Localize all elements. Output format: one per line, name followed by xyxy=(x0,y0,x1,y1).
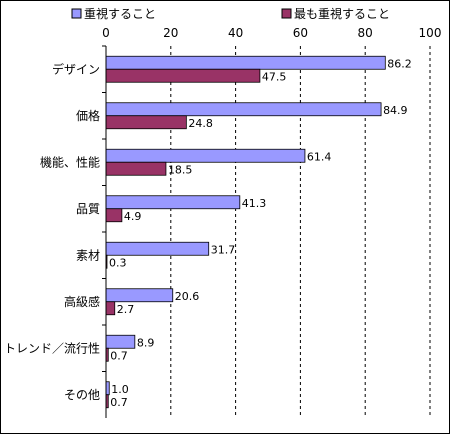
category-label: 高級感 xyxy=(64,294,100,309)
bars xyxy=(105,55,386,409)
bar-important xyxy=(105,148,306,163)
legend-swatch xyxy=(281,8,292,19)
x-tick-label: 100 xyxy=(419,26,442,40)
x-tick-labels: 0 20 40 60 80 100 xyxy=(102,26,441,40)
data-label: 2.7 xyxy=(117,303,135,316)
data-labels: 86.2 47.5 84.9 24.8 61.4 18.5 41.3 4.9 31.7 0.3 20… xyxy=(109,57,412,409)
category-label: 機能、性能 xyxy=(40,154,100,169)
data-label: 0.7 xyxy=(110,349,128,362)
bar-most-important xyxy=(105,208,123,223)
data-label: 0.7 xyxy=(110,396,128,409)
legend: 重視すること 最も重視すること xyxy=(71,6,390,21)
bar-most-important xyxy=(105,115,187,130)
data-label: 4.9 xyxy=(124,210,142,223)
x-tick-label: 80 xyxy=(358,26,373,40)
x-tick-label: 0 xyxy=(102,26,110,40)
x-tick-label: 20 xyxy=(163,26,178,40)
bar-important xyxy=(105,55,386,70)
data-label: 31.7 xyxy=(211,243,236,256)
x-tick-label: 40 xyxy=(228,26,243,40)
data-label: 24.8 xyxy=(188,117,213,130)
bar-important xyxy=(105,241,210,256)
bar-important xyxy=(105,102,382,117)
data-label: 47.5 xyxy=(262,70,287,83)
bar-important xyxy=(105,334,136,349)
legend-label: 重視すること xyxy=(84,6,156,21)
legend-swatch xyxy=(71,8,82,19)
axis xyxy=(102,45,107,418)
grid-lines xyxy=(170,46,431,418)
data-label: 0.3 xyxy=(109,256,127,269)
category-label: 素材 xyxy=(76,248,100,262)
bar-most-important xyxy=(105,301,116,316)
data-label: 1.0 xyxy=(111,383,128,396)
category-label: 品質 xyxy=(76,201,100,216)
category-label: デザイン xyxy=(52,61,100,76)
data-label: 86.2 xyxy=(387,57,412,70)
bar-important xyxy=(105,288,174,303)
bar-most-important xyxy=(105,68,261,83)
data-label: 84.9 xyxy=(383,104,408,117)
category-label: トレンド／流行性 xyxy=(4,341,100,355)
data-label: 18.5 xyxy=(168,163,193,176)
data-label: 20.6 xyxy=(175,290,200,303)
x-tick-label: 60 xyxy=(293,26,308,40)
category-label: 価格 xyxy=(76,108,100,123)
data-label: 8.9 xyxy=(137,336,155,349)
bar-most-important xyxy=(105,161,167,176)
bar-important xyxy=(105,195,241,210)
legend-label: 最も重視すること xyxy=(294,6,390,21)
data-label: 41.3 xyxy=(242,197,267,210)
data-label: 61.4 xyxy=(307,150,332,163)
category-label: その他 xyxy=(64,388,100,402)
